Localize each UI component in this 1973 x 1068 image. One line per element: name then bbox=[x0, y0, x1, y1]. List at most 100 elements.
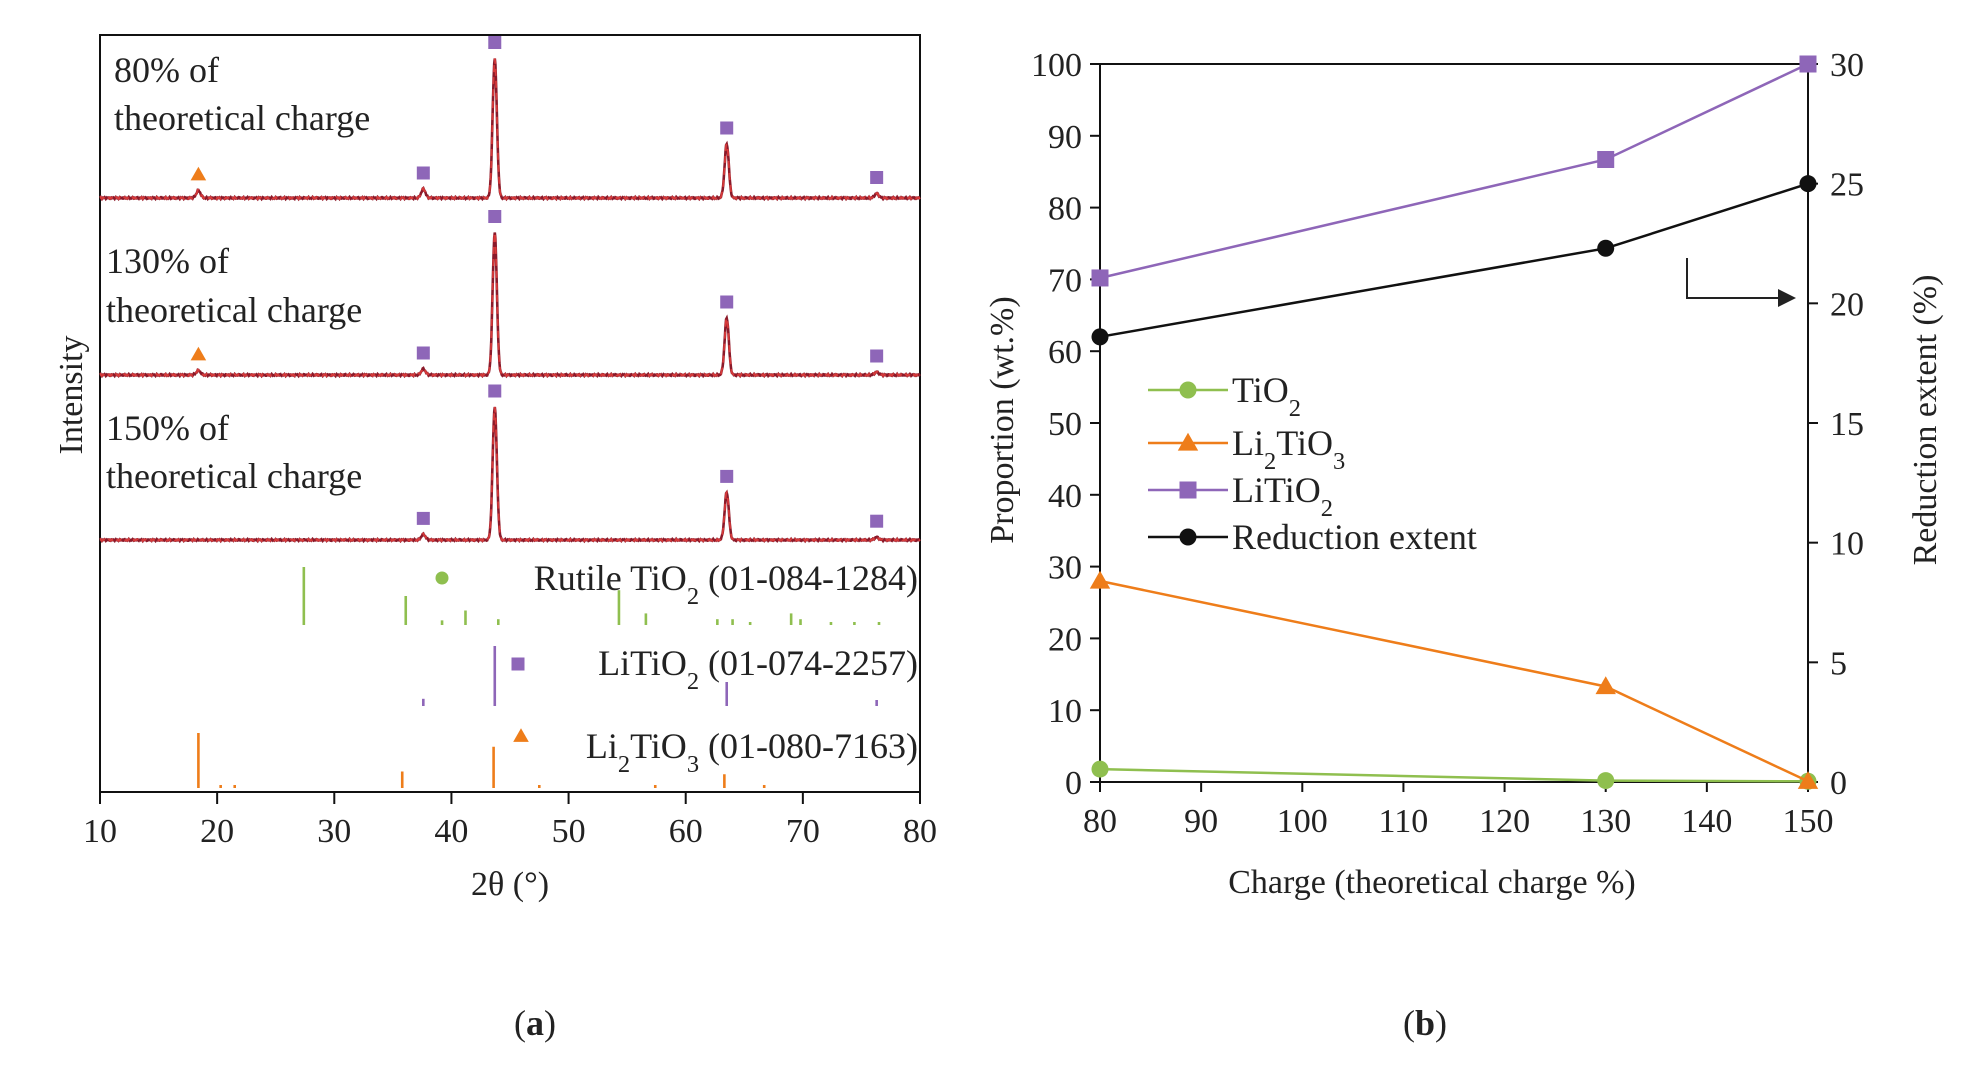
right-axis-arrow bbox=[1686, 258, 1778, 299]
panel-a-label: (a) bbox=[514, 1003, 556, 1043]
legend-swatch-marker bbox=[1177, 432, 1199, 451]
series-point bbox=[1797, 771, 1819, 789]
left-y-tick-label: 30 bbox=[1048, 550, 1082, 587]
pattern-label: 80% of bbox=[114, 50, 219, 90]
xrd-plot-area: 80% of theoretical charge 130% of theoretic… bbox=[99, 36, 921, 788]
peak-marker-square bbox=[488, 384, 502, 398]
panel-a-xrd: 80% of theoretical charge 130% of theoretic… bbox=[53, 34, 937, 1043]
xrd-pattern: 80% of theoretical charge bbox=[99, 36, 921, 202]
right-y-tick-label: 0 bbox=[1830, 765, 1847, 802]
series-point bbox=[1799, 175, 1817, 193]
series-line bbox=[1099, 182, 1809, 339]
peak-marker-square bbox=[720, 469, 734, 483]
peak-marker-square bbox=[870, 349, 884, 363]
series-li2tio3 bbox=[1089, 570, 1819, 789]
legend-item: Reduction extent bbox=[1148, 517, 1477, 557]
left-y-tick-label: 100 bbox=[1031, 47, 1082, 84]
left-y-tick-label: 50 bbox=[1048, 406, 1082, 443]
xrd-x-axis: 10 20 30 40 50 60 70 80 bbox=[83, 792, 937, 850]
peak-marker-square bbox=[720, 295, 734, 309]
legend-item: TiO2 bbox=[1148, 370, 1301, 422]
proportion-x-tick-label: 90 bbox=[1184, 803, 1218, 840]
xrd-x-tick-label: 50 bbox=[552, 813, 586, 850]
legend-label: TiO2 bbox=[1232, 370, 1301, 422]
xrd-pattern: 130% of theoretical charge bbox=[99, 210, 921, 379]
series-point bbox=[1597, 150, 1615, 168]
legend-swatch-marker bbox=[1179, 381, 1197, 399]
right-y-tick-label: 30 bbox=[1830, 47, 1864, 84]
legend-label: Li2TiO3 bbox=[1232, 423, 1345, 475]
peak-marker-square bbox=[488, 210, 502, 223]
series-point bbox=[1597, 239, 1615, 257]
peak-marker-square bbox=[416, 166, 430, 180]
proportion-x-axis-title: Charge (theoretical charge %) bbox=[1228, 864, 1636, 901]
proportion-x-tick-label: 150 bbox=[1783, 803, 1834, 840]
left-y-tick-label: 40 bbox=[1048, 478, 1082, 515]
series-line bbox=[1099, 62, 1809, 280]
reference-label: LiTiO2 (01-074-2257) bbox=[598, 643, 918, 695]
xrd-x-axis-title: 2θ (°) bbox=[471, 866, 549, 903]
reference-pattern: Rutile TiO2 (01-084-1284) bbox=[302, 558, 918, 625]
peak-marker-square bbox=[488, 36, 502, 49]
proportion-x-tick-label: 130 bbox=[1580, 803, 1631, 840]
xrd-x-tick-label: 30 bbox=[317, 813, 351, 850]
panel-a-frame bbox=[99, 34, 921, 793]
legend-swatch-marker bbox=[1179, 481, 1197, 499]
peak-marker-triangle bbox=[190, 346, 207, 361]
left-y-tick-label: 20 bbox=[1048, 621, 1082, 658]
legend-item: Li2TiO3 bbox=[1148, 423, 1345, 475]
left-y-tick-label: 80 bbox=[1048, 191, 1082, 228]
peak-marker-square bbox=[870, 514, 884, 528]
pattern-label: theoretical charge bbox=[106, 456, 362, 496]
xrd-x-tick-label: 20 bbox=[200, 813, 234, 850]
peak-marker-square bbox=[720, 121, 734, 135]
reference-marker-circle bbox=[435, 571, 449, 585]
proportion-axes: 0 10 20 30 40 50 60 70 80 90 100 0 5 10 15 20 25 30 80 90 10… bbox=[1031, 47, 1864, 840]
left-y-tick-label: 10 bbox=[1048, 693, 1082, 730]
reference-marker-square bbox=[511, 657, 525, 671]
series-point bbox=[1089, 570, 1111, 589]
proportion-x-tick-label: 110 bbox=[1379, 803, 1429, 840]
series-point bbox=[1595, 676, 1616, 695]
proportion-x-tick-label: 140 bbox=[1681, 803, 1732, 840]
peak-marker-square bbox=[870, 171, 884, 184]
pattern-label: 150% of bbox=[106, 408, 229, 448]
reference-label: Li2TiO3 (01-080-7163) bbox=[586, 726, 918, 778]
xrd-x-tick-label: 70 bbox=[786, 813, 820, 850]
series-point bbox=[1091, 328, 1109, 346]
pattern-label: theoretical charge bbox=[114, 98, 370, 138]
reference-pattern: LiTiO2 (01-074-2257) bbox=[422, 643, 918, 706]
series-litio2 bbox=[1091, 55, 1817, 287]
legend-label: Reduction extent bbox=[1232, 517, 1477, 557]
panel-b-proportion: 0 10 20 30 40 50 60 70 80 90 100 0 5 10 15 20 25 30 80 90 10… bbox=[984, 47, 1944, 1043]
xrd-x-tick-label: 10 bbox=[83, 813, 117, 850]
proportion-x-tick-label: 80 bbox=[1083, 803, 1117, 840]
series-point bbox=[1091, 269, 1109, 287]
series-point bbox=[1091, 760, 1109, 778]
proportion-x-tick-label: 100 bbox=[1277, 803, 1328, 840]
proportion-y-axis-title: Proportion (wt.%) bbox=[984, 296, 1021, 543]
right-y-tick-label: 25 bbox=[1830, 167, 1864, 204]
pattern-label: 130% of bbox=[106, 241, 229, 281]
legend-swatch-marker bbox=[1179, 528, 1197, 546]
series-line bbox=[1099, 767, 1809, 783]
left-y-tick-label: 60 bbox=[1048, 334, 1082, 371]
xrd-fit-trace bbox=[99, 58, 921, 201]
series-line bbox=[1099, 579, 1809, 783]
panel-b-label: (b) bbox=[1403, 1003, 1447, 1043]
series-point bbox=[1799, 55, 1817, 73]
legend-label: LiTiO2 bbox=[1232, 470, 1333, 522]
right-y-tick-label: 20 bbox=[1830, 286, 1864, 323]
peak-marker-square bbox=[416, 346, 430, 360]
xrd-x-tick-label: 60 bbox=[669, 813, 703, 850]
right-axis-arrow-head bbox=[1778, 289, 1796, 307]
reference-marker-triangle bbox=[513, 728, 529, 742]
reference-label: Rutile TiO2 (01-084-1284) bbox=[534, 558, 918, 610]
proportion-x-tick-label: 120 bbox=[1479, 803, 1530, 840]
right-y-tick-label: 10 bbox=[1830, 526, 1864, 563]
right-y-tick-label: 15 bbox=[1830, 406, 1864, 443]
left-y-tick-label: 90 bbox=[1048, 119, 1082, 156]
xrd-pattern: 150% of theoretical charge bbox=[99, 384, 921, 544]
